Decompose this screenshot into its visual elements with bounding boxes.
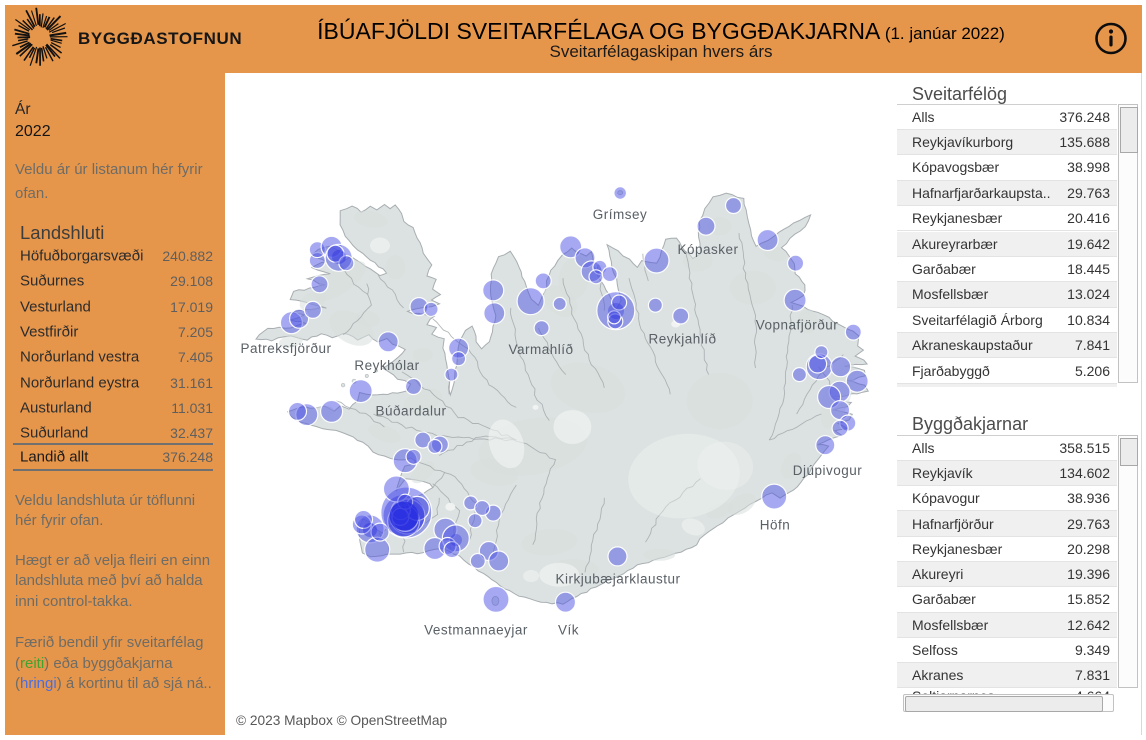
svg-text:Vestmannaeyjar: Vestmannaeyjar: [424, 623, 528, 638]
svg-text:Djúpivogur: Djúpivogur: [793, 463, 863, 478]
svg-text:Vík: Vík: [558, 623, 579, 638]
svg-text:Kirkjubæjarklaustur: Kirkjubæjarklaustur: [555, 572, 680, 587]
svg-text:Varmahlíð: Varmahlíð: [508, 342, 573, 357]
svg-text:Patreksfjörður: Patreksfjörður: [240, 341, 331, 356]
svg-text:Höfn: Höfn: [760, 518, 791, 533]
svg-text:Reykhólar: Reykhólar: [354, 358, 419, 373]
svg-text:Grímsey: Grímsey: [593, 207, 648, 222]
svg-text:Vopnafjörður: Vopnafjörður: [756, 318, 839, 333]
svg-text:Kópasker: Kópasker: [677, 242, 738, 257]
svg-text:Búðardalur: Búðardalur: [375, 404, 446, 419]
svg-text:Reykjahlíð: Reykjahlíð: [648, 332, 716, 347]
